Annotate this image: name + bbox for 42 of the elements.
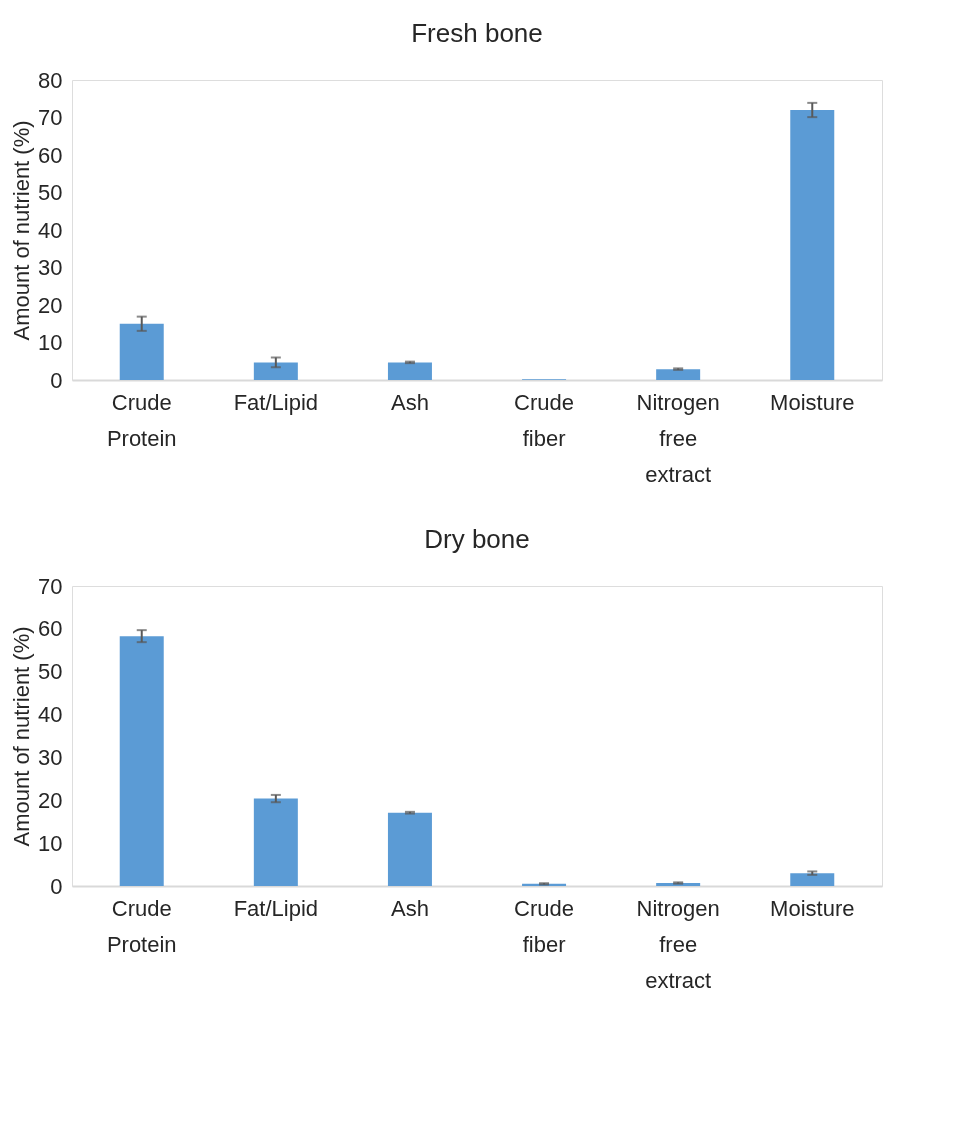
x-tick-label: Crude fiber [514, 895, 575, 957]
y-tick-label: 30 [38, 255, 63, 280]
x-tick-label: Nitrogen free extract [636, 895, 720, 993]
y-tick-label: 10 [38, 330, 63, 355]
y-tick-label: 70 [38, 573, 63, 599]
y-tick-label: 80 [38, 67, 63, 93]
y-tick-label: 10 [38, 830, 63, 856]
y-tick-label: 0 [50, 873, 63, 899]
y-tick-label: 50 [38, 180, 63, 205]
x-tick-label: Ash [390, 389, 429, 415]
y-tick-label: 0 [50, 367, 63, 393]
x-tick-label: Crude Protein [106, 895, 177, 957]
y-tick-label: 50 [38, 659, 63, 685]
y-axis-title: Amount of nutrient (%) [9, 626, 35, 847]
y-tick-label: 30 [38, 744, 63, 770]
x-tick-label: Ash [390, 895, 429, 921]
bar [387, 362, 432, 380]
y-tick-label: 40 [38, 702, 63, 728]
bar [253, 798, 298, 886]
x-tick-label: Fat/Lipid [233, 389, 319, 415]
chart-title: Fresh bone [411, 18, 543, 48]
y-tick-label: 60 [38, 142, 63, 168]
x-tick-label: Moisture [770, 389, 855, 415]
y-tick-label: 70 [38, 105, 63, 130]
bar [119, 323, 164, 380]
bar [119, 636, 164, 886]
x-tick-label: Fat/Lipid [233, 895, 319, 921]
x-tick-label: Crude Protein [106, 389, 177, 451]
y-tick-label: 20 [38, 292, 63, 318]
x-tick-label: Nitrogen free extract [636, 389, 720, 487]
y-tick-label: 60 [38, 616, 63, 642]
bar [790, 873, 835, 886]
bar [656, 369, 701, 380]
x-tick-label: Crude fiber [514, 389, 575, 451]
chart-title: Dry bone [424, 524, 530, 554]
y-axis-title: Amount of nutrient (%) [9, 120, 35, 341]
bar [253, 362, 298, 380]
x-tick-label: Moisture [770, 895, 855, 921]
y-tick-label: 40 [38, 217, 63, 243]
bar [387, 812, 432, 886]
y-tick-label: 20 [38, 787, 63, 813]
bar [790, 110, 835, 380]
